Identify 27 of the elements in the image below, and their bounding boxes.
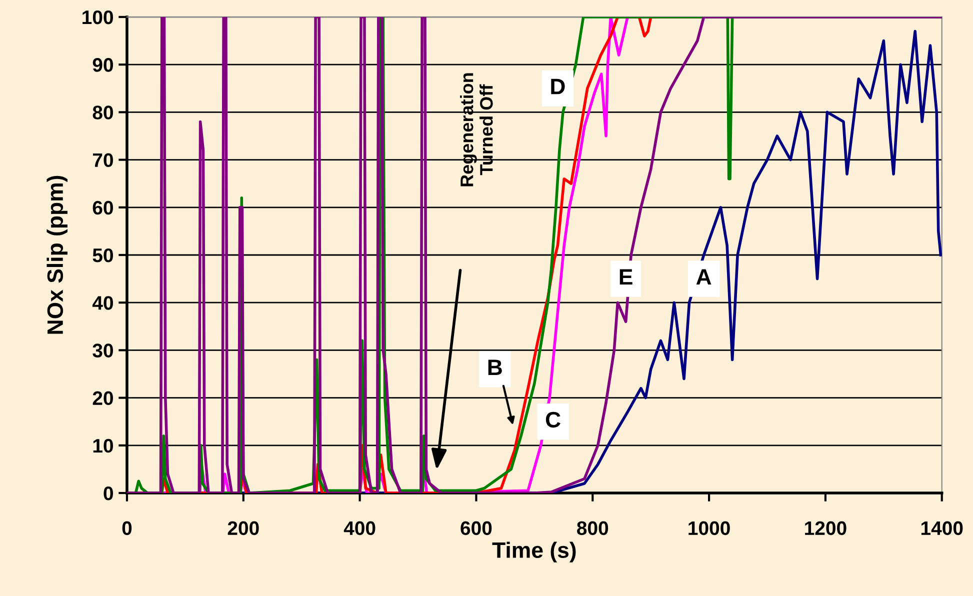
y-tick-label: 100 <box>82 10 113 24</box>
annotation: Regeneration Turned Off <box>460 73 493 186</box>
x-tick-label: 200 <box>228 521 259 536</box>
annotation: A <box>696 269 712 285</box>
y-tick-label: 50 <box>92 248 113 262</box>
y-tick-label: 10 <box>93 438 113 453</box>
annotation: E <box>620 269 632 285</box>
y-tick-label: 30 <box>92 344 113 358</box>
x-tick-label: 400 <box>344 521 376 536</box>
x-tick-label: 600 <box>460 521 492 536</box>
y-tick-label: 40 <box>92 296 113 310</box>
x-tick-label: 800 <box>577 521 608 536</box>
y-axis-title: NOx Slip (ppm) <box>46 176 68 334</box>
y-tick-label: 60 <box>92 200 113 215</box>
x-tick-label: 1000 <box>688 521 730 536</box>
y-tick-label: 0 <box>104 486 113 500</box>
x-tick-label: 1400 <box>921 521 963 536</box>
y-tick-label: 80 <box>92 106 113 120</box>
x-tick-label: 0 <box>122 521 132 536</box>
y-tick-label: 70 <box>92 153 113 168</box>
annotation: B <box>488 360 502 375</box>
annotation: C <box>546 412 560 428</box>
x-tick-label: 1200 <box>805 521 846 536</box>
y-tick-label: 20 <box>92 391 113 406</box>
x-axis-title: Time (s) <box>492 542 576 562</box>
y-tick-label: 90 <box>92 58 113 72</box>
annotation: D <box>551 78 565 94</box>
